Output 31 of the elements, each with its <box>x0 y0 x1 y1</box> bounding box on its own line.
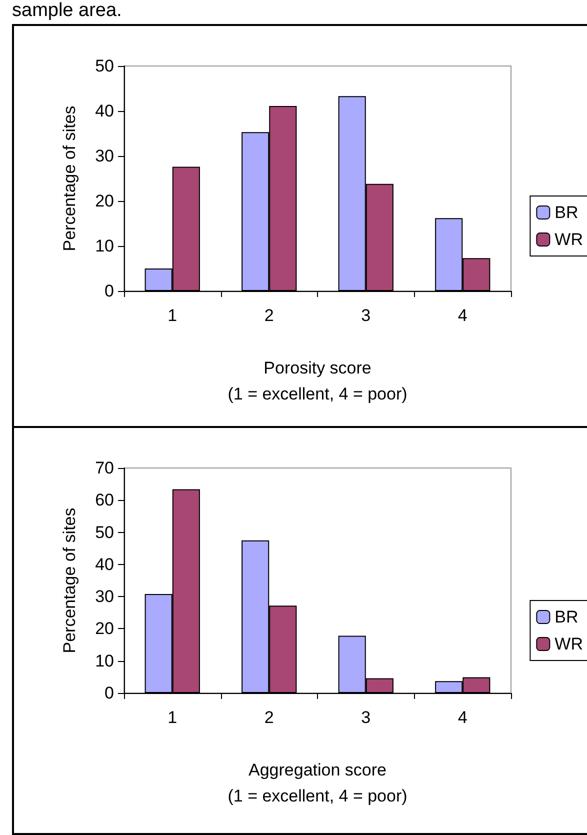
x-tick-label: 4 <box>458 708 468 727</box>
legend-label: BR <box>554 608 578 626</box>
x-tick-label: 1 <box>168 708 178 727</box>
y-tick-label: 20 <box>95 192 114 210</box>
y-tick-label: 20 <box>95 619 114 638</box>
x-axis-title: Porosity score (1 = excellent, 4 = poor) <box>228 358 408 404</box>
text: sample area. <box>12 0 122 22</box>
y-tick-label: 50 <box>95 56 114 76</box>
y-tick-label: 0 <box>104 282 114 300</box>
y-tick-label: 0 <box>104 684 114 702</box>
x-tick-label: 3 <box>361 708 371 727</box>
y-axis-title: Percentage of sites <box>60 106 79 252</box>
y-tick-label: 10 <box>95 236 114 256</box>
legend-label: BR <box>554 203 578 222</box>
x-axis-title: Aggregation score (1 = excellent, 4 = poor) <box>228 760 408 806</box>
legend-label: WR <box>554 634 584 654</box>
y-axis-title: Percentage of sites <box>60 508 79 654</box>
x-tick-label: 1 <box>168 306 178 325</box>
x-tick-label: 2 <box>264 306 274 325</box>
y-tick-label: 50 <box>95 522 114 542</box>
legend-label: WR <box>554 230 584 249</box>
y-tick-label: 70 <box>95 458 114 478</box>
y-tick-label: 10 <box>95 651 114 670</box>
x-tick-label: 3 <box>361 306 371 325</box>
y-tick-label: 30 <box>95 146 114 166</box>
y-tick-label: 60 <box>95 490 114 510</box>
x-tick-label: 2 <box>264 708 274 727</box>
x-tick-label: 4 <box>458 306 468 325</box>
y-tick-label: 40 <box>95 102 114 120</box>
y-tick-label: 30 <box>95 587 114 606</box>
y-tick-label: 40 <box>95 554 114 574</box>
